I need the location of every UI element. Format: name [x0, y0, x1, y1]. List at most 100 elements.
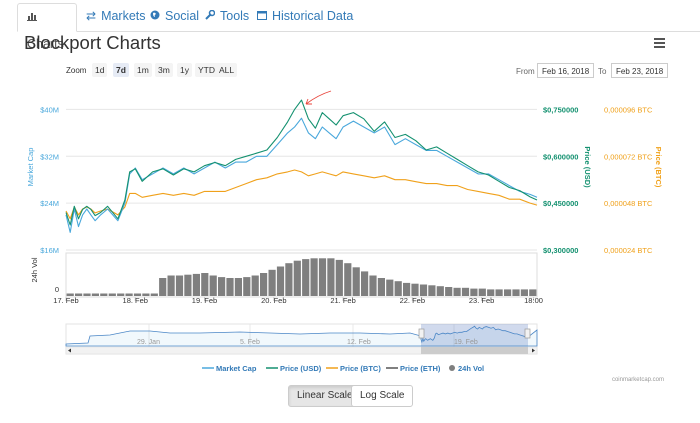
volume-bar — [419, 284, 428, 296]
x-tick-label: 22. Feb — [400, 296, 425, 305]
market-cap-tick: $32M — [40, 152, 59, 161]
price-usd-tick: $0,450000 — [543, 199, 578, 208]
tab-historical-data[interactable]: Historical Data — [248, 3, 362, 30]
volume-bar — [201, 273, 209, 296]
volume-bar — [470, 288, 478, 296]
price-usd-tick: $0,750000 — [543, 105, 578, 114]
volume-bar — [192, 273, 200, 296]
volume-bar — [478, 288, 486, 296]
volume-bar — [75, 293, 83, 296]
zoom-all-button[interactable]: ALL — [216, 63, 238, 77]
price-btc-line — [65, 169, 538, 220]
tab-charts[interactable]: Charts — [17, 3, 77, 51]
x-tick-label: 18. Feb — [123, 296, 148, 305]
zoom-1y-button[interactable]: 1y — [177, 63, 192, 77]
zoom-3m-button[interactable]: 3m — [155, 63, 173, 77]
volume-bar — [142, 293, 150, 296]
volume-bar — [100, 293, 108, 296]
zoom-ytd-button[interactable]: YTD — [195, 63, 218, 77]
navigator-scrollbar[interactable] — [65, 346, 538, 355]
grid-lines — [66, 108, 537, 251]
volume-bar — [461, 287, 470, 296]
legend-volume[interactable]: 24h Vol — [458, 364, 484, 373]
volume-bar — [495, 289, 503, 296]
to-date-input[interactable]: Feb 23, 2018 — [611, 63, 669, 78]
price-btc-tick: 0,000096 BTC — [604, 105, 653, 114]
scroll-right-arrow-icon[interactable] — [532, 348, 535, 353]
navigator-series — [65, 325, 538, 347]
zoom-label: Zoom — [66, 66, 87, 75]
price-btc-tick: 0,000048 BTC — [604, 199, 653, 208]
volume-bar — [344, 263, 352, 296]
tab-historical-data-label: Historical Data — [272, 9, 354, 23]
volume-bar — [117, 293, 125, 296]
volume-bar — [453, 287, 461, 296]
calendar-icon — [257, 3, 267, 30]
x-tick-label: 18:00 — [524, 296, 543, 305]
zoom-1m-button[interactable]: 1m — [134, 63, 152, 77]
volume-bar — [268, 269, 276, 296]
chart-menu-icon[interactable] — [654, 38, 665, 50]
volume-bars — [66, 258, 537, 296]
market-cap-axis-title: Market Cap — [26, 148, 35, 187]
volume-bar — [529, 289, 537, 296]
volume-bar — [83, 293, 91, 296]
price-usd-tick: $0,300000 — [543, 246, 578, 255]
credit-link[interactable]: coinmarketcap.com — [612, 377, 664, 383]
volume-bar — [394, 281, 402, 296]
volume-bar — [108, 293, 116, 296]
navigator-label: 5. Feb — [240, 339, 260, 346]
scroll-left-arrow-icon[interactable] — [68, 348, 71, 353]
volume-bar — [285, 263, 293, 296]
price-usd-line — [65, 99, 538, 226]
x-tick-label: 17. Feb — [53, 296, 78, 305]
volume-bar — [487, 289, 495, 296]
volume-bar — [167, 275, 175, 296]
volume-bar — [403, 282, 411, 296]
legend-swatch — [449, 365, 455, 371]
price-btc-axis-title: Price (BTC) — [654, 147, 663, 188]
volume-axis-title: 24h Vol — [30, 257, 39, 282]
legend-price-usd[interactable]: Price (USD) — [280, 364, 322, 373]
volume-bar — [411, 283, 419, 296]
volume-bar — [260, 273, 268, 296]
volume-bar — [512, 289, 520, 296]
volume-bar — [445, 287, 453, 296]
wrench-icon — [205, 3, 216, 30]
bar-chart-icon — [27, 4, 37, 31]
tab-tools[interactable]: Tools — [196, 3, 258, 30]
market-cap-line — [65, 117, 538, 233]
volume-bar — [234, 278, 242, 296]
market-cap-tick: $24M — [40, 199, 59, 208]
legend-price-eth[interactable]: Price (ETH) — [400, 364, 441, 373]
tab-charts-label: Charts — [27, 37, 64, 51]
tab-markets[interactable]: ⇄ Markets — [77, 3, 155, 30]
zoom-7d-button[interactable]: 7d — [113, 63, 129, 77]
page-title: Blockport Charts — [24, 32, 161, 53]
volume-bar — [293, 260, 301, 296]
volume-bar — [335, 259, 343, 296]
volume-bar — [369, 275, 377, 296]
volume-bar — [436, 286, 444, 296]
navigator-scrollbar-thumb[interactable] — [421, 347, 528, 354]
market-cap-tick: $16M — [40, 246, 59, 255]
legend-price-btc[interactable]: Price (BTC) — [340, 364, 381, 373]
price-usd-tick: $0,600000 — [543, 152, 578, 161]
volume-bar — [66, 293, 74, 296]
zoom-1d-button[interactable]: 1d — [92, 63, 108, 77]
x-tick-label: 20. Feb — [261, 296, 286, 305]
tab-markets-label: Markets — [101, 9, 146, 23]
volume-bar — [209, 275, 217, 296]
volume-bar — [91, 293, 99, 296]
from-date-input[interactable]: Feb 16, 2018 — [537, 63, 595, 78]
volume-bar — [125, 293, 133, 296]
volume-bar — [184, 274, 192, 296]
navigator-right-handle[interactable] — [524, 328, 531, 339]
to-label: To — [598, 67, 607, 76]
navigator-label: 19. Feb — [454, 339, 478, 346]
tab-social[interactable]: Social — [141, 3, 208, 30]
log-scale-button[interactable]: Log Scale — [351, 385, 414, 407]
legend-market-cap[interactable]: Market Cap — [216, 364, 257, 373]
navigator-left-handle[interactable] — [418, 328, 425, 339]
